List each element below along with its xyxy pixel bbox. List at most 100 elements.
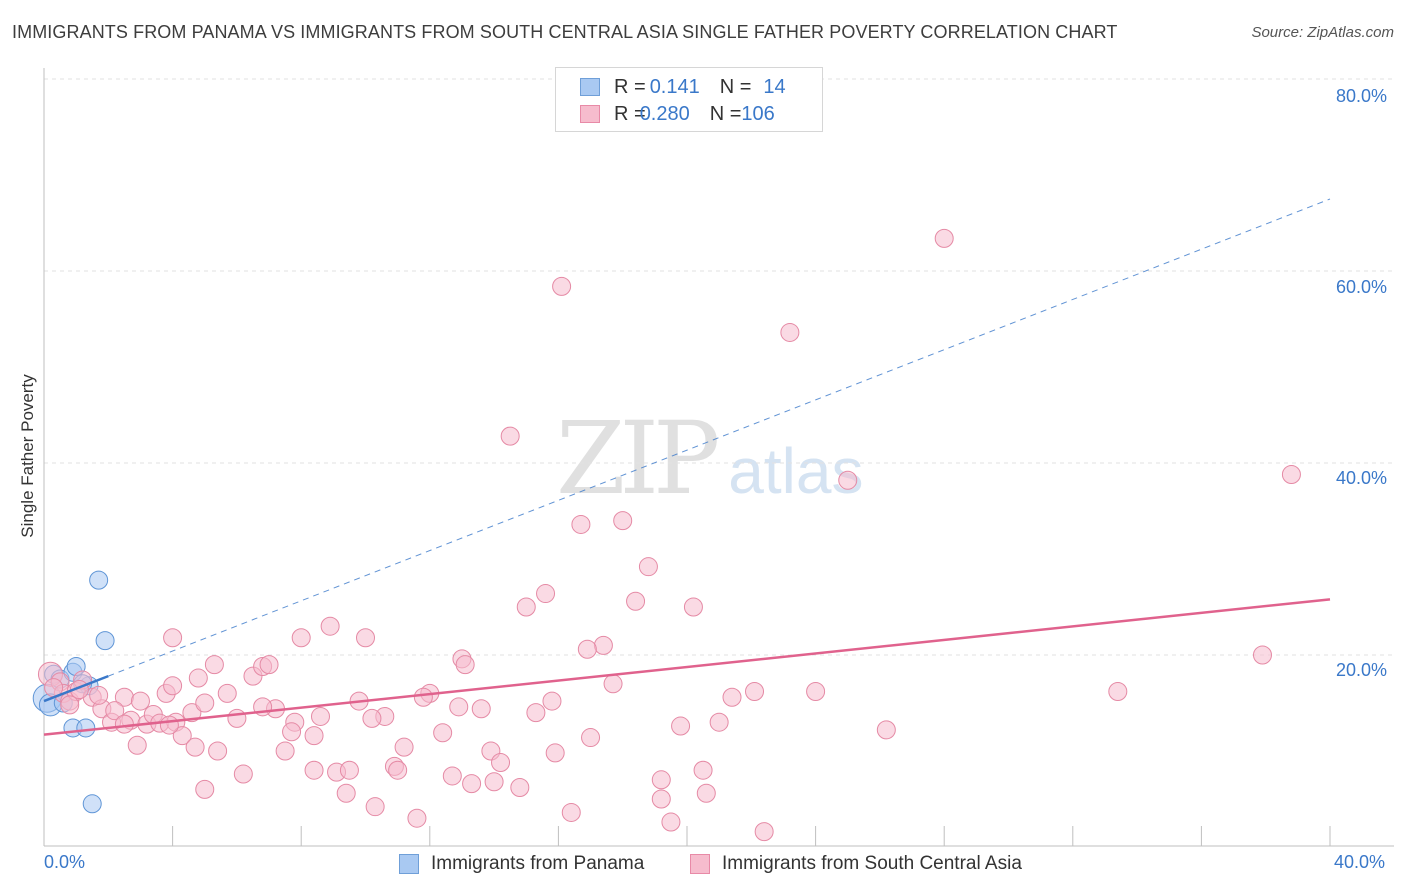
data-point-south-central-asia-42 xyxy=(394,737,414,757)
data-point-panama-9 xyxy=(95,631,115,651)
data-point-south-central-asia-18 xyxy=(172,726,192,746)
data-point-south-central-asia-60 xyxy=(571,514,591,534)
data-point-south-central-asia-65 xyxy=(626,591,646,611)
data-point-south-central-asia-43 xyxy=(407,808,427,828)
y-tick-label-20: 20.0% xyxy=(1336,660,1388,680)
data-point-south-central-asia-11 xyxy=(130,691,150,711)
y-tick-label-60: 60.0% xyxy=(1336,277,1388,297)
n-label: N = xyxy=(709,102,742,125)
data-point-south-central-asia-93 xyxy=(127,735,147,755)
legend-label-south-central-asia: Immigrants from South Central Asia xyxy=(722,853,1022,874)
data-point-south-central-asia-89 xyxy=(455,655,475,675)
data-point-south-central-asia-66 xyxy=(638,557,658,577)
watermark: ZIP atlas xyxy=(556,400,863,517)
r-label: R = xyxy=(614,75,646,98)
data-point-south-central-asia-101 xyxy=(259,655,279,675)
data-point-south-central-asia-103 xyxy=(388,760,408,780)
data-point-south-central-asia-21 xyxy=(195,693,215,713)
data-point-south-central-asia-109 xyxy=(449,697,469,717)
data-point-south-central-asia-16 xyxy=(163,628,183,648)
r-value: 0.280 xyxy=(639,102,690,125)
data-point-south-central-asia-36 xyxy=(336,783,356,803)
data-point-panama-8 xyxy=(89,570,109,590)
data-point-south-central-asia-48 xyxy=(462,774,482,794)
data-point-south-central-asia-108 xyxy=(282,722,302,742)
data-point-south-central-asia-54 xyxy=(516,597,536,617)
data-point-south-central-asia-90 xyxy=(484,772,504,792)
data-point-south-central-asia-78 xyxy=(838,470,858,490)
data-point-south-central-asia-33 xyxy=(310,706,330,726)
data-point-south-central-asia-59 xyxy=(561,802,581,822)
data-point-south-central-asia-107 xyxy=(163,676,183,696)
data-point-south-central-asia-84 xyxy=(208,741,228,761)
trendline-panama-extended xyxy=(108,198,1331,677)
n-label: N = xyxy=(719,75,752,98)
data-point-south-central-asia-69 xyxy=(671,716,691,736)
data-point-panama-12 xyxy=(82,794,102,814)
stats-row-south-central-asia: R = 0.280 N = 106 xyxy=(580,101,775,127)
data-point-south-central-asia-74 xyxy=(745,681,765,701)
legend-item-south-central-asia[interactable]: Immigrants from South Central Asia xyxy=(690,852,1022,876)
stats-legend-box: R = 0.141 N = 14 R = 0.280 N = 106 xyxy=(555,67,823,132)
panama-swatch xyxy=(580,78,600,96)
data-point-south-central-asia-97 xyxy=(105,701,125,721)
chart-title: IMMIGRANTS FROM PANAMA VS IMMIGRANTS FRO… xyxy=(12,22,1118,42)
data-point-south-central-asia-70 xyxy=(683,597,703,617)
data-point-south-central-asia-71 xyxy=(696,783,716,803)
trendline-panama xyxy=(43,674,109,703)
y-tick-label-40: 40.0% xyxy=(1336,468,1388,488)
data-point-south-central-asia-62 xyxy=(593,635,613,655)
data-point-south-central-asia-76 xyxy=(780,322,800,342)
data-point-south-central-asia-20 xyxy=(188,668,208,688)
data-point-south-central-asia-75 xyxy=(754,822,774,842)
data-point-south-central-asia-80 xyxy=(934,228,954,248)
data-point-south-central-asia-86 xyxy=(362,708,382,728)
data-point-south-central-asia-91 xyxy=(542,691,562,711)
data-point-south-central-asia-52 xyxy=(500,426,520,446)
data-point-south-central-asia-25 xyxy=(233,764,253,784)
data-point-south-central-asia-39 xyxy=(365,797,385,817)
y-tick-label-80: 80.0% xyxy=(1336,86,1388,106)
n-value: 14 xyxy=(763,75,786,98)
legend-swatch-south-central-asia xyxy=(690,854,710,874)
data-point-south-central-asia-51 xyxy=(491,753,511,773)
data-point-south-central-asia-105 xyxy=(693,760,713,780)
legend-item-panama[interactable]: Immigrants from Panama xyxy=(399,852,644,876)
data-point-south-central-asia-83 xyxy=(1281,465,1301,485)
data-point-south-central-asia-29 xyxy=(275,741,295,761)
data-point-south-central-asia-88 xyxy=(413,687,433,707)
stats-row-panama: R = 0.141 N = 14 xyxy=(580,74,786,100)
data-point-south-central-asia-72 xyxy=(709,712,729,732)
x-tick-label-max: 40.0% xyxy=(1334,852,1386,872)
data-point-panama-11 xyxy=(76,718,96,738)
r-value: 0.141 xyxy=(649,75,700,98)
data-point-south-central-asia-68 xyxy=(661,812,681,832)
data-point-south-central-asia-58 xyxy=(552,276,572,296)
data-point-south-central-asia-94 xyxy=(159,715,179,735)
data-point-south-central-asia-79 xyxy=(876,720,896,740)
data-point-south-central-asia-87 xyxy=(304,760,324,780)
data-point-south-central-asia-64 xyxy=(613,511,633,531)
data-point-south-central-asia-19 xyxy=(182,703,202,723)
data-point-south-central-asia-81 xyxy=(1108,681,1128,701)
data-point-south-central-asia-24 xyxy=(227,708,247,728)
watermark-atlas: atlas xyxy=(728,435,864,507)
south-central-asia-swatch xyxy=(580,105,600,123)
data-point-south-central-asia-63 xyxy=(603,674,623,694)
data-point-south-central-asia-61 xyxy=(581,728,601,748)
x-tick-label-min: 0.0% xyxy=(44,852,86,872)
data-point-south-central-asia-49 xyxy=(471,699,491,719)
data-point-south-central-asia-32 xyxy=(304,726,324,746)
trendline-south-central-asia xyxy=(43,598,1331,736)
legend-swatch-panama xyxy=(399,854,419,874)
data-point-south-central-asia-73 xyxy=(722,687,742,707)
data-point-south-central-asia-53 xyxy=(510,777,530,797)
data-point-south-central-asia-100 xyxy=(195,779,215,799)
data-point-south-central-asia-55 xyxy=(526,703,546,723)
watermark-zip: ZIP xyxy=(556,400,720,517)
data-point-south-central-asia-106 xyxy=(114,714,134,734)
data-point-south-central-asia-77 xyxy=(806,681,826,701)
data-point-south-central-asia-22 xyxy=(204,655,224,675)
data-point-south-central-asia-102 xyxy=(339,760,359,780)
